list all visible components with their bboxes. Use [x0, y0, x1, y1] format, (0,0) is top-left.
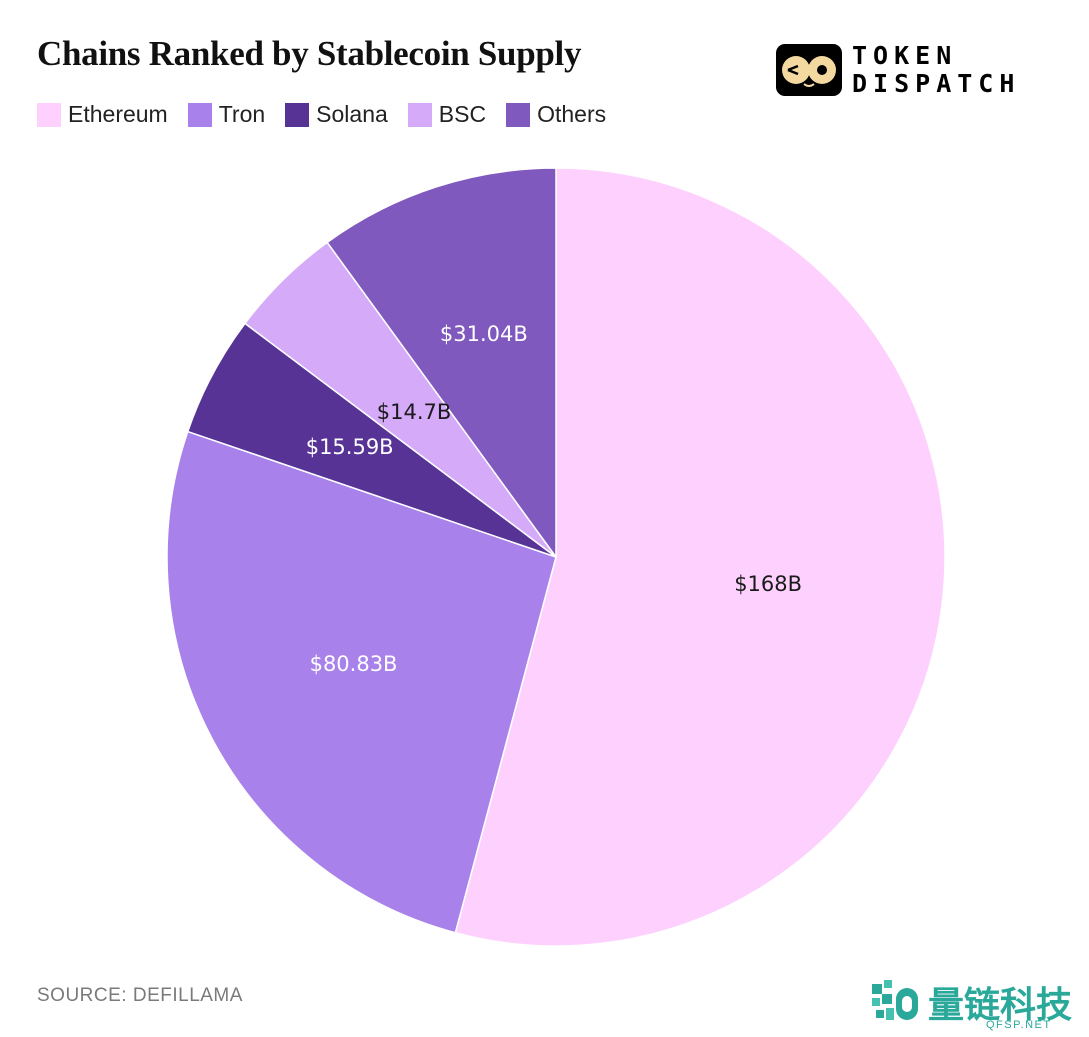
pie-slices — [166, 167, 946, 947]
legend-item-bsc: BSC — [407, 101, 487, 128]
legend-item-others: Others — [506, 101, 606, 128]
legend-label-ethereum: Ethereum — [68, 101, 168, 127]
chart-title: Chains Ranked by Stablecoin Supply — [37, 34, 582, 73]
legend-item-tron: Tron — [187, 101, 266, 128]
logo-eyes-icon — [776, 44, 842, 96]
watermark-subtext: QFSP.NET — [986, 1019, 1052, 1031]
legend-swatch-bsc — [407, 102, 432, 127]
pie-label-bsc: $14.7B — [377, 400, 452, 424]
legend-label-bsc: BSC — [438, 101, 487, 127]
logo-line-1: TOKEN — [852, 41, 958, 70]
watermark-text: 量链科技 — [928, 985, 1073, 1026]
legend-label-tron: Tron — [218, 101, 266, 127]
legend-item-ethereum: Ethereum — [37, 101, 168, 128]
legend-swatch-others — [506, 102, 531, 127]
legend-swatch-solana — [285, 102, 310, 127]
logo-text: TOKEN DISPATCH — [852, 42, 1020, 98]
pie-labels: $168B $80.83B $15.59B $14.7B $31.04B — [306, 322, 802, 676]
pie-label-solana: $15.59B — [306, 435, 394, 459]
chart-legend: Ethereum Tron Solana BSC Others — [37, 101, 606, 128]
pie-label-ethereum: $168B — [734, 572, 802, 596]
pie-slice-ethereum — [454, 167, 946, 947]
source-note: SOURCE: DEFILLAMA — [37, 985, 243, 1006]
pie-label-tron: $80.83B — [310, 652, 398, 676]
legend-label-others: Others — [537, 101, 607, 127]
logo-line-2: DISPATCH — [852, 69, 1021, 98]
pie-slice-others — [326, 167, 557, 560]
pie-slice-tron — [166, 430, 557, 934]
legend-label-solana: Solana — [316, 101, 388, 127]
watermark-icon — [872, 980, 918, 1020]
legend-swatch-ethereum — [37, 102, 61, 127]
token-dispatch-logo: TOKEN DISPATCH — [776, 42, 1066, 102]
legend-swatch-tron — [187, 102, 212, 127]
watermark: 量链科技 QFSP.NET — [868, 976, 1083, 1032]
legend-item-solana: Solana — [285, 101, 388, 128]
pie-label-others: $31.04B — [440, 322, 528, 346]
